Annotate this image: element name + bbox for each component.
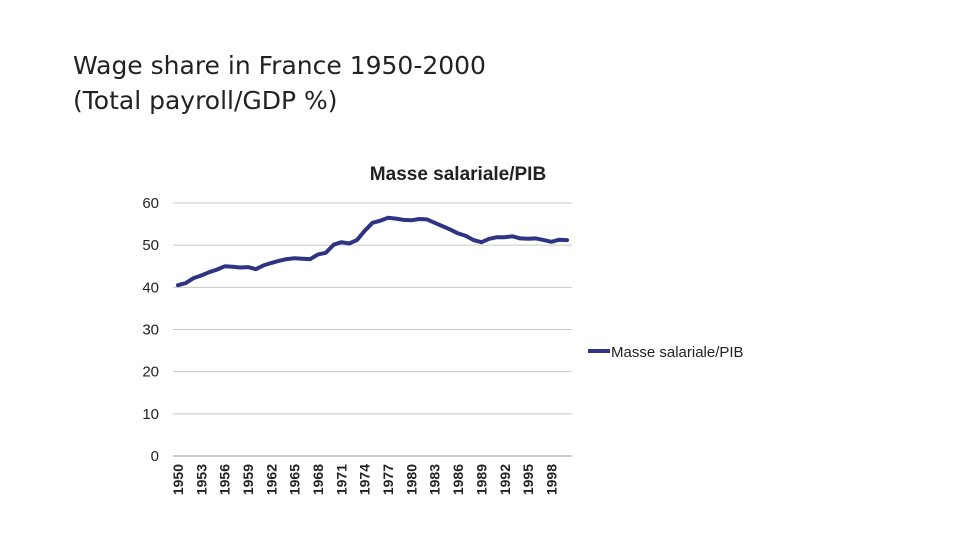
slide-title: Wage share in France 1950-2000 (Total pa… [73,48,486,118]
y-tick-label: 10 [142,406,159,423]
x-tick-label: 1995 [520,464,536,495]
x-tick-label: 1986 [450,464,466,495]
x-tick-label: 1956 [217,464,233,495]
x-tick-label: 1983 [427,464,443,495]
x-tick-label: 1974 [357,464,373,495]
slide-title-line-1: Wage share in France 1950-2000 [73,51,486,80]
y-tick-label: 20 [142,364,159,381]
y-tick-label: 30 [142,322,159,339]
x-tick-label: 1989 [473,464,489,495]
x-tick-label: 1977 [380,464,396,495]
x-tick-label: 1950 [170,464,186,495]
legend: Masse salariale/PIB [588,344,744,361]
x-tick-label: 1962 [263,464,279,495]
slide-title-line-2: (Total payroll/GDP %) [73,86,338,115]
x-tick-label: 1971 [333,464,349,495]
y-tick-label: 50 [142,237,159,254]
x-tick-label: 1992 [497,464,513,495]
y-tick-label: 60 [142,195,159,212]
chart-title: Masse salariale/PIB [370,164,546,185]
y-tick-label: 40 [142,279,159,296]
y-axis-tick-labels: 0 10 20 30 40 50 60 [142,195,159,465]
x-tick-label: 1953 [193,464,209,495]
series-line-masse-salariale [176,215,569,288]
x-tick-label: 1968 [310,464,326,495]
y-tick-label: 0 [151,448,159,465]
x-tick-label: 1959 [240,464,256,495]
x-axis-tick-labels: 1950 1953 1956 1959 1962 1965 1968 1971 1974 1977… [170,464,559,495]
x-tick-label: 1980 [403,464,419,495]
gridlines [173,202,572,415]
x-tick-label: 1965 [287,464,303,495]
legend-label: Masse salariale/PIB [611,344,744,361]
x-tick-label: 1998 [543,464,559,495]
